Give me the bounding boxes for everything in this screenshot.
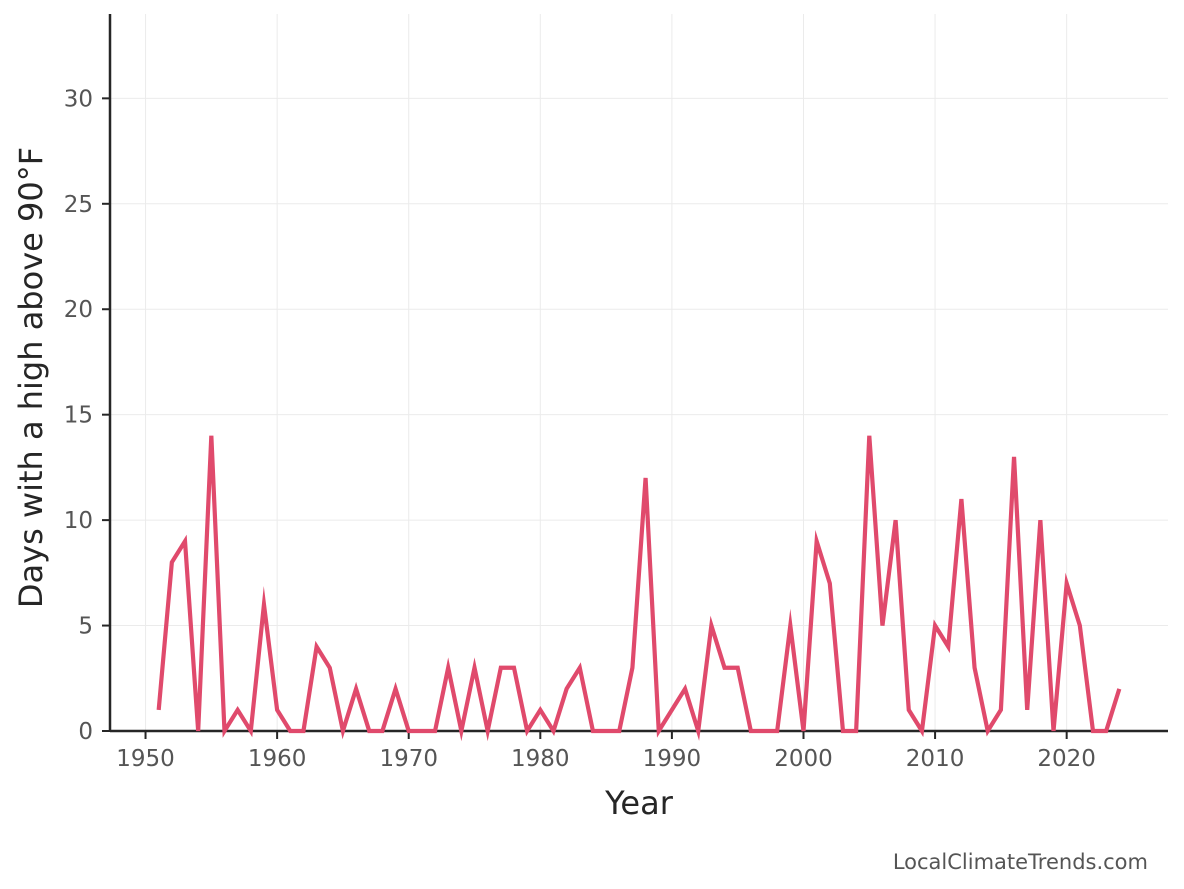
axes [108, 14, 1168, 733]
y-tick-label: 5 [78, 614, 93, 640]
y-tick-label: 30 [64, 86, 93, 112]
x-tick-label: 2020 [1037, 746, 1096, 772]
x-axis-title: Year [604, 784, 674, 822]
y-tick-label: 25 [64, 192, 93, 218]
x-tick-label: 2010 [906, 746, 965, 772]
y-tick-label: 15 [64, 403, 93, 429]
x-tick-label: 2000 [774, 746, 833, 772]
y-tick-label: 0 [78, 719, 93, 745]
grid [110, 14, 1168, 731]
x-tick-label: 1990 [643, 746, 702, 772]
y-tick-label: 10 [64, 508, 93, 534]
source-watermark: LocalClimateTrends.com [893, 850, 1148, 874]
y-axis-title: Days with a high above 90°F [12, 147, 50, 608]
y-tick-label: 20 [64, 297, 93, 323]
series [156, 435, 1122, 742]
x-tick-label: 1950 [116, 746, 175, 772]
x-tick-label: 1980 [511, 746, 570, 772]
x-tick-label: 1960 [248, 746, 307, 772]
ticks: 1950 1960 1970 1980 1990 2000 2010 2020 0 5 10 15 20… [64, 86, 1096, 772]
series-line [156, 435, 1122, 742]
x-tick-label: 1970 [379, 746, 438, 772]
